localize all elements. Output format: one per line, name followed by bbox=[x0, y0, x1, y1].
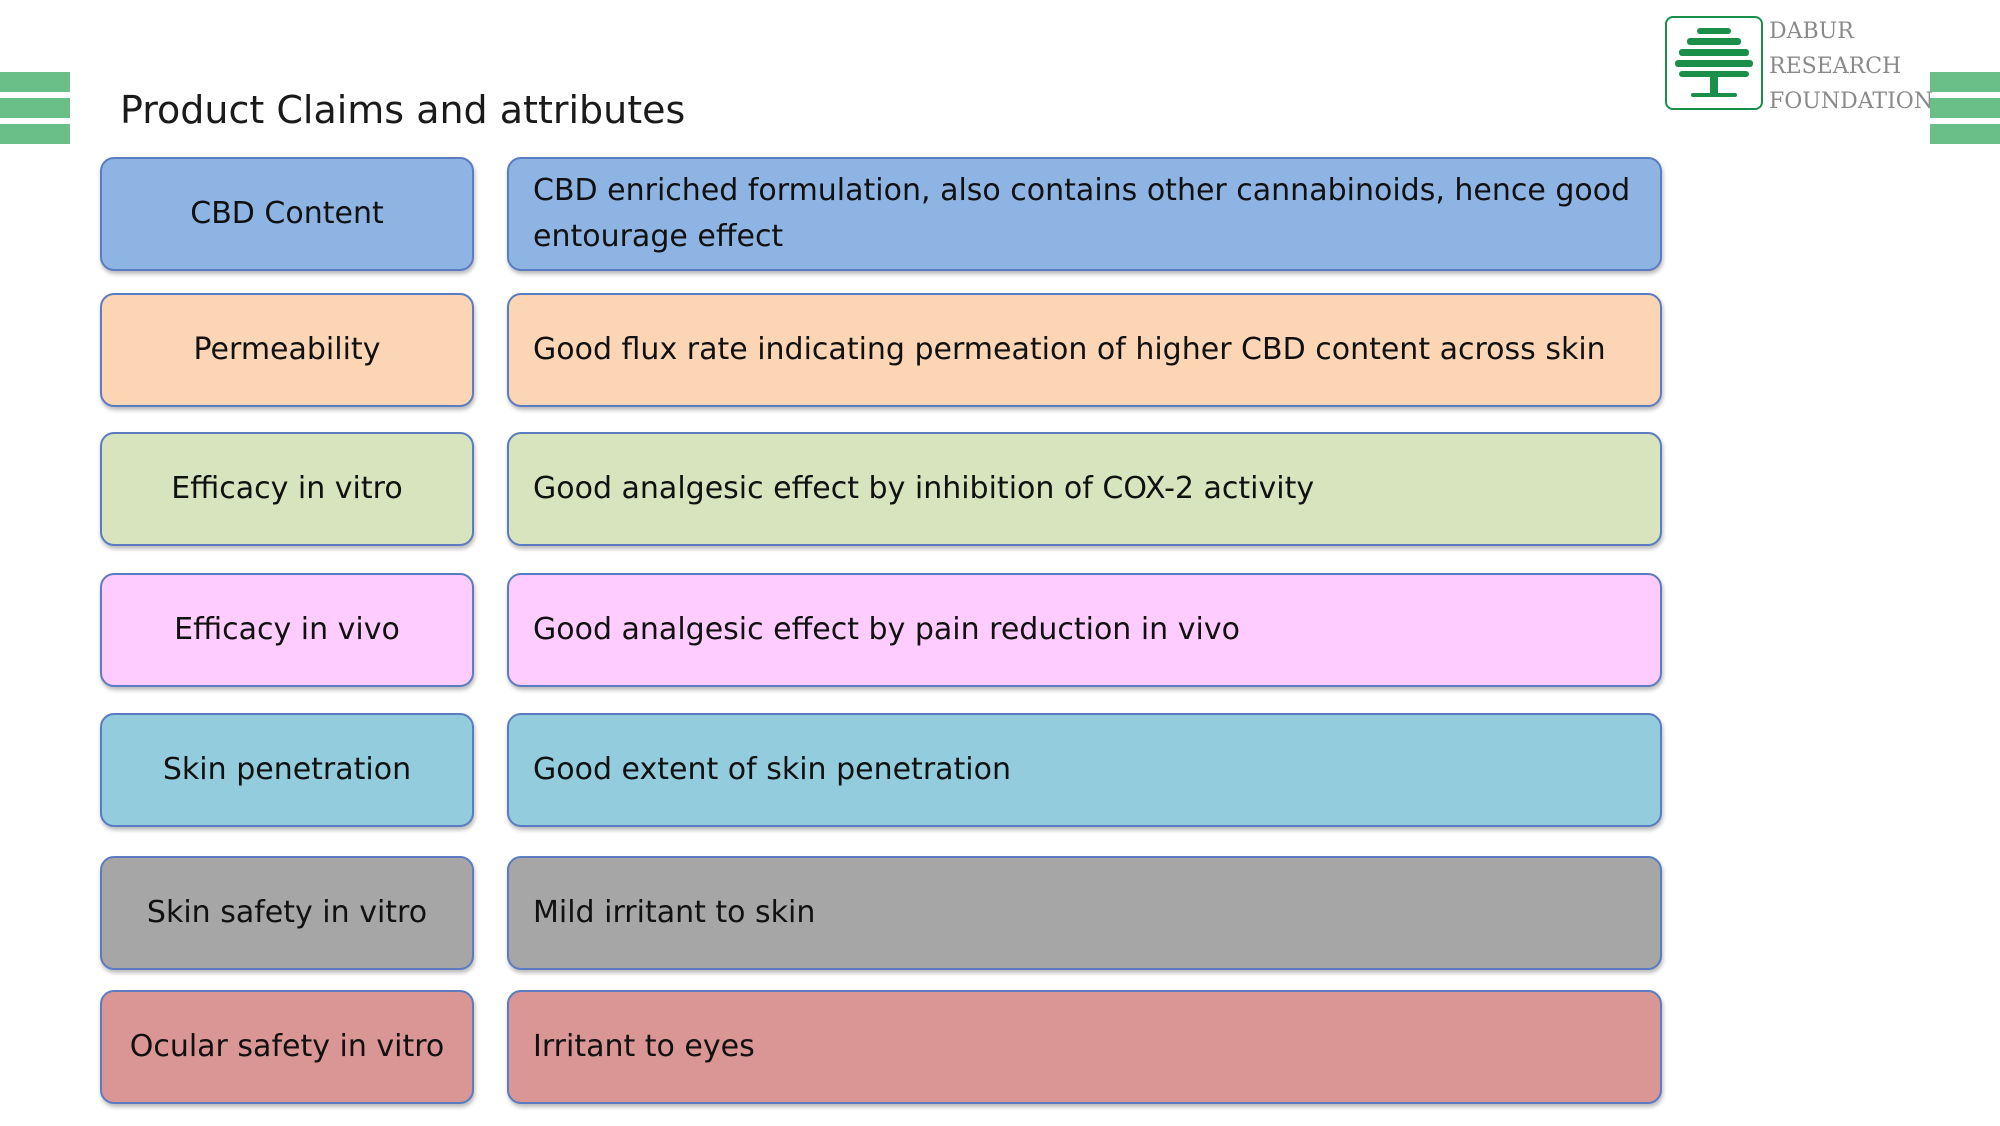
claim-row: Permeability Good flux rate indicating p… bbox=[100, 293, 1662, 407]
claim-label: Efficacy in vitro bbox=[100, 432, 474, 546]
decorative-bar bbox=[0, 124, 70, 144]
claim-row: Efficacy in vitro Good analgesic effect … bbox=[100, 432, 1662, 546]
claim-label: Permeability bbox=[100, 293, 474, 407]
logo-text: DABUR RESEARCH FOUNDATION bbox=[1769, 14, 1933, 119]
right-decorative-bars bbox=[1930, 72, 2000, 150]
claim-label: Efficacy in vivo bbox=[100, 573, 474, 687]
claim-description: CBD enriched formulation, also contains … bbox=[507, 157, 1662, 271]
logo-line: RESEARCH bbox=[1769, 54, 1902, 79]
decorative-bar bbox=[1930, 124, 2000, 144]
left-decorative-bars bbox=[0, 72, 70, 150]
claim-row: CBD Content CBD enriched formulation, al… bbox=[100, 157, 1662, 271]
claim-row: Skin penetration Good extent of skin pen… bbox=[100, 713, 1662, 827]
decorative-bar bbox=[0, 72, 70, 92]
claim-label: Skin safety in vitro bbox=[100, 856, 474, 970]
claim-row: Skin safety in vitro Mild irritant to sk… bbox=[100, 856, 1662, 970]
claim-description: Good flux rate indicating permeation of … bbox=[507, 293, 1662, 407]
claim-label: Ocular safety in vitro bbox=[100, 990, 474, 1104]
claim-description: Good analgesic effect by inhibition of C… bbox=[507, 432, 1662, 546]
decorative-bar bbox=[1930, 98, 2000, 118]
claim-row: Ocular safety in vitro Irritant to eyes bbox=[100, 990, 1662, 1104]
claim-description: Good extent of skin penetration bbox=[507, 713, 1662, 827]
claim-description: Irritant to eyes bbox=[507, 990, 1662, 1104]
logo-line: DABUR bbox=[1769, 19, 1854, 44]
claim-row: Efficacy in vivo Good analgesic effect b… bbox=[100, 573, 1662, 687]
logo-line: FOUNDATION bbox=[1769, 89, 1934, 114]
decorative-bar bbox=[0, 98, 70, 118]
claim-label: CBD Content bbox=[100, 157, 474, 271]
dabur-research-foundation-logo: DABUR RESEARCH FOUNDATION bbox=[1665, 14, 1933, 114]
decorative-bar bbox=[1930, 72, 2000, 92]
claim-label: Skin penetration bbox=[100, 713, 474, 827]
claim-description: Mild irritant to skin bbox=[507, 856, 1662, 970]
claim-description: Good analgesic effect by pain reduction … bbox=[507, 573, 1662, 687]
tree-logo-icon bbox=[1665, 16, 1763, 110]
page-title: Product Claims and attributes bbox=[120, 88, 686, 132]
